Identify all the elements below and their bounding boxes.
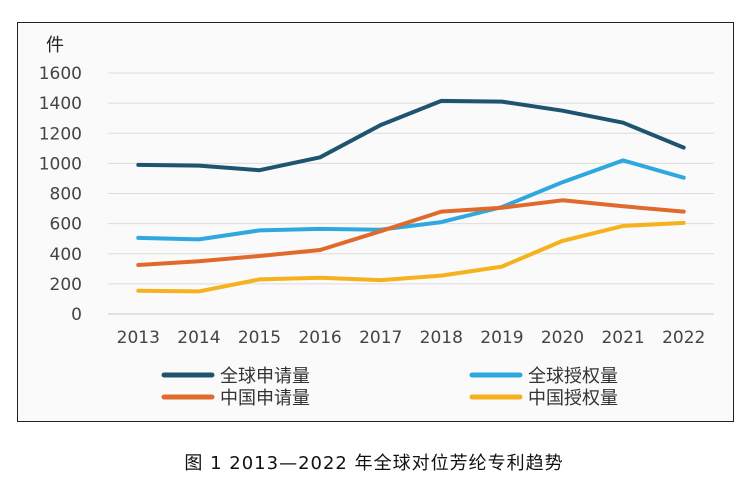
series-line xyxy=(136,98,686,173)
y-tick-label: 1200 xyxy=(39,124,82,144)
y-tick-label: 200 xyxy=(50,275,82,295)
y-tick-label: 1000 xyxy=(39,154,82,174)
x-tick-label: 2018 xyxy=(420,328,463,348)
y-tick-label: 400 xyxy=(50,245,82,265)
series-line xyxy=(136,220,686,294)
x-tick-label: 2020 xyxy=(541,328,584,348)
figure-caption: 图 1 2013—2022 年全球对位芳纶专利趋势 xyxy=(184,453,564,474)
x-tick-label: 2017 xyxy=(359,328,402,348)
y-axis-unit-label: 件 xyxy=(46,35,64,56)
y-tick-label: 1600 xyxy=(39,64,82,84)
series-line xyxy=(136,158,686,242)
y-tick-label: 0 xyxy=(71,305,82,325)
y-tick-label: 600 xyxy=(50,215,82,235)
line-chart: 件 0 200 400 600 800 1000 1200 1400 1600 2013 2014… xyxy=(39,35,714,409)
y-axis-ticks: 0 200 400 600 800 1000 1200 1400 1600 xyxy=(39,64,82,325)
x-axis-ticks: 2013 2014 2015 2016 2017 2018 2019 2020 2021 2022 xyxy=(117,328,706,348)
chart-frame: 件 0 200 400 600 800 1000 1200 1400 1600 2013 2014… xyxy=(17,22,734,422)
legend-label: 中国申请量 xyxy=(220,388,310,409)
x-tick-label: 2019 xyxy=(480,328,523,348)
x-tick-label: 2015 xyxy=(238,328,281,348)
grid-lines xyxy=(108,72,714,315)
y-tick-label: 800 xyxy=(50,185,82,205)
x-tick-label: 2014 xyxy=(177,328,220,348)
x-tick-label: 2013 xyxy=(117,328,160,348)
legend-label: 全球申请量 xyxy=(220,366,310,387)
series-lines xyxy=(136,98,686,294)
x-tick-label: 2022 xyxy=(662,328,705,348)
x-tick-label: 2016 xyxy=(298,328,341,348)
legend-label: 全球授权量 xyxy=(528,366,618,387)
x-tick-label: 2021 xyxy=(601,328,644,348)
legend-label: 中国授权量 xyxy=(528,388,618,409)
series-line xyxy=(136,198,686,267)
y-tick-label: 1400 xyxy=(39,94,82,114)
